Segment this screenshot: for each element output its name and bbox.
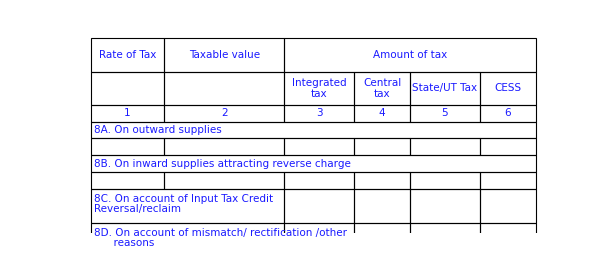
Bar: [91, 122, 535, 139]
Bar: [91, 172, 165, 189]
Text: 4: 4: [379, 108, 386, 118]
Bar: [284, 189, 354, 223]
Bar: [410, 172, 480, 189]
Text: Taxable value: Taxable value: [189, 50, 260, 60]
Text: 8A. On outward supplies: 8A. On outward supplies: [94, 125, 222, 135]
Bar: [410, 189, 480, 223]
Bar: [410, 105, 480, 122]
Bar: [165, 139, 284, 155]
Bar: [91, 189, 284, 223]
Bar: [354, 172, 410, 189]
Bar: [91, 139, 165, 155]
Bar: [480, 172, 535, 189]
Bar: [480, 139, 535, 155]
Bar: [410, 223, 480, 257]
Bar: [480, 105, 535, 122]
Bar: [284, 38, 535, 72]
Text: CESS: CESS: [494, 83, 521, 94]
Bar: [91, 72, 165, 105]
Text: 5: 5: [441, 108, 448, 118]
Text: 8B. On inward supplies attracting reverse charge: 8B. On inward supplies attracting revers…: [94, 159, 351, 169]
Bar: [410, 139, 480, 155]
Text: Integrated
tax: Integrated tax: [292, 78, 347, 99]
Bar: [91, 38, 165, 72]
Bar: [165, 38, 284, 72]
Text: Amount of tax: Amount of tax: [373, 50, 447, 60]
Text: 1: 1: [124, 108, 131, 118]
Bar: [284, 172, 354, 189]
Bar: [354, 105, 410, 122]
Bar: [410, 72, 480, 105]
Text: reasons: reasons: [94, 238, 154, 248]
Text: Central
tax: Central tax: [363, 78, 401, 99]
Bar: [91, 155, 535, 172]
Bar: [284, 72, 354, 105]
Bar: [354, 223, 410, 257]
Bar: [480, 189, 535, 223]
Text: 6: 6: [504, 108, 511, 118]
Bar: [91, 223, 284, 257]
Bar: [354, 189, 410, 223]
Text: 3: 3: [316, 108, 322, 118]
Text: 2: 2: [221, 108, 228, 118]
Bar: [480, 72, 535, 105]
Text: 8C. On account of Input Tax Credit: 8C. On account of Input Tax Credit: [94, 194, 273, 204]
Bar: [165, 105, 284, 122]
Bar: [165, 72, 284, 105]
Bar: [91, 105, 165, 122]
Bar: [354, 72, 410, 105]
Bar: [284, 105, 354, 122]
Text: 8D. On account of mismatch/ rectification /other: 8D. On account of mismatch/ rectificatio…: [94, 228, 347, 238]
Bar: [165, 172, 284, 189]
Bar: [354, 139, 410, 155]
Bar: [284, 139, 354, 155]
Bar: [284, 223, 354, 257]
Text: State/UT Tax: State/UT Tax: [413, 83, 478, 94]
Text: Rate of Tax: Rate of Tax: [99, 50, 156, 60]
Text: Reversal/reclaim: Reversal/reclaim: [94, 204, 181, 214]
Bar: [480, 223, 535, 257]
